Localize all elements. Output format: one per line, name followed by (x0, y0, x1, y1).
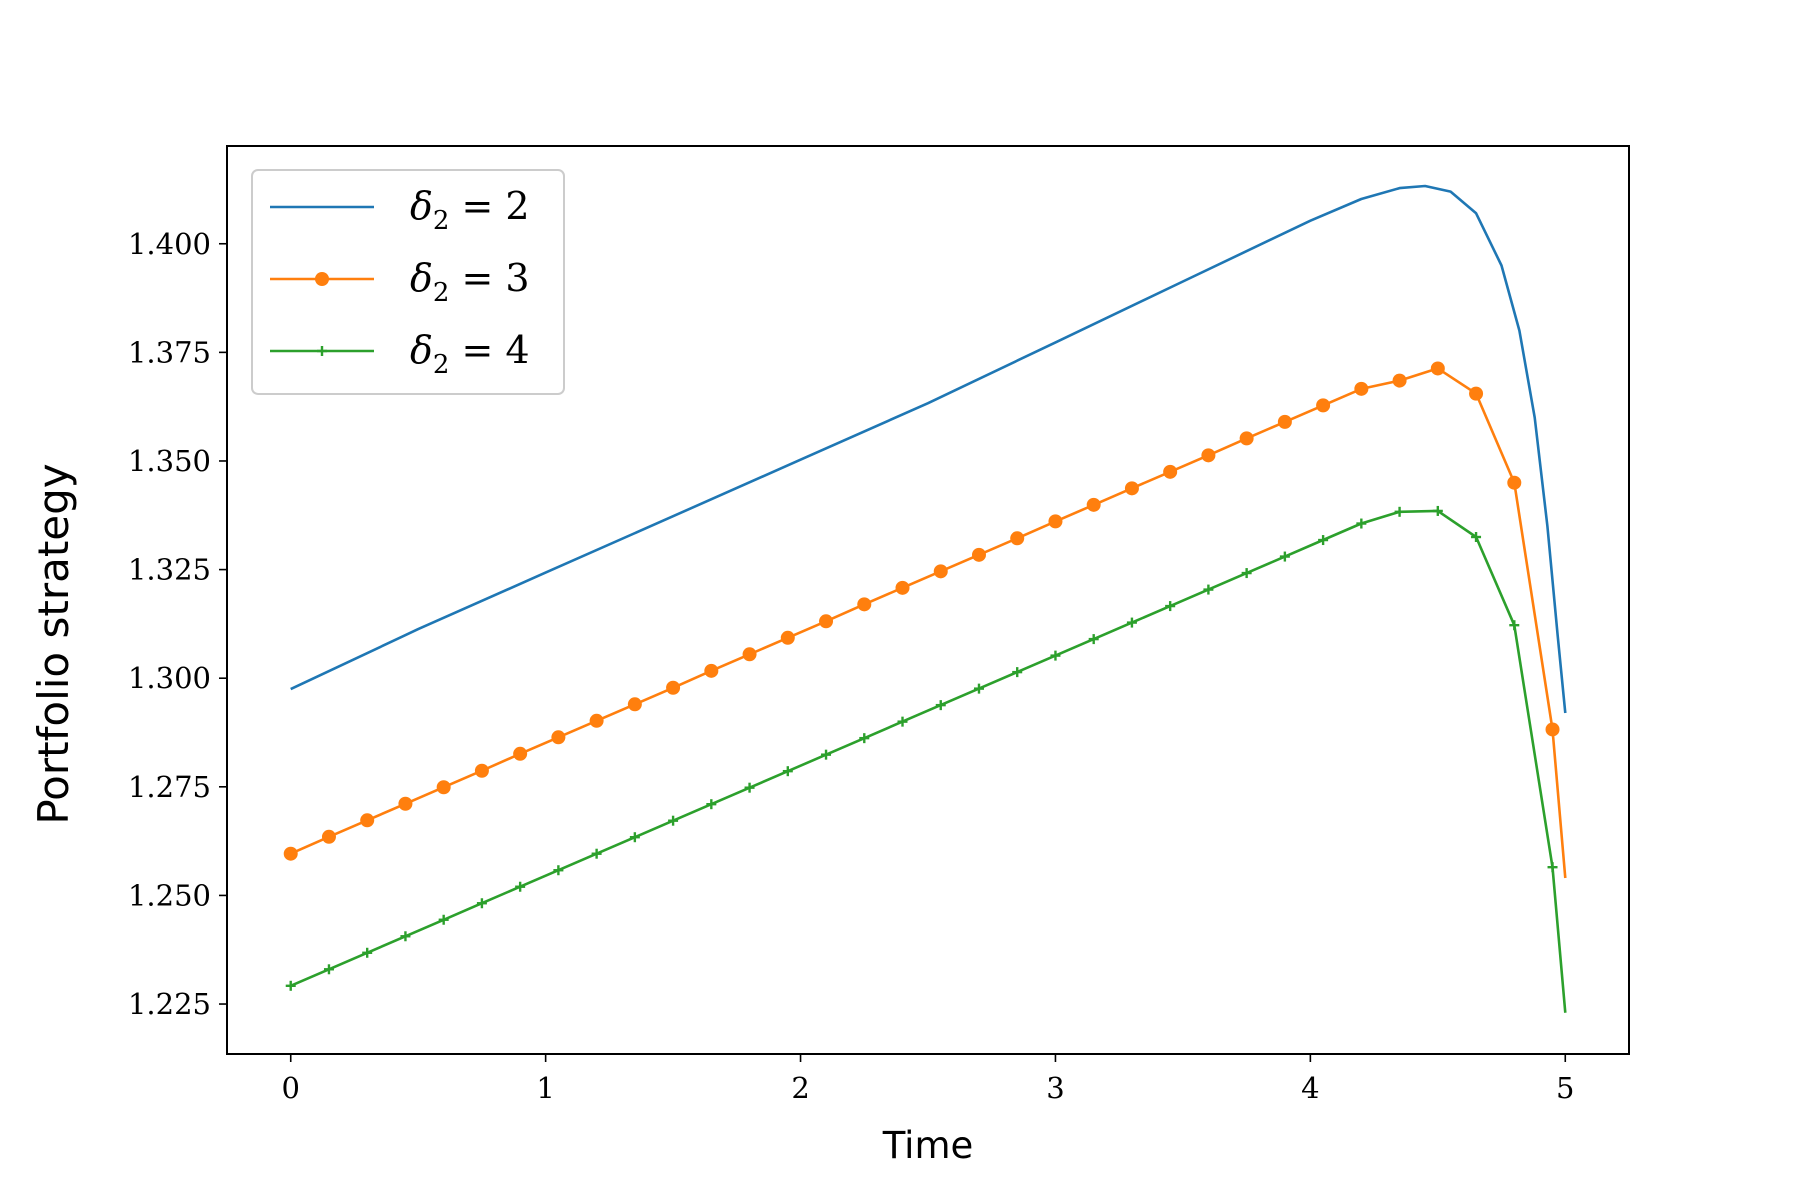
data-point (1012, 667, 1023, 678)
data-point (1545, 722, 1560, 737)
data-point (360, 813, 375, 828)
data-point (1318, 535, 1329, 546)
data-point (553, 865, 564, 876)
data-point (362, 947, 373, 958)
data-point (1469, 386, 1484, 401)
data-point (1086, 497, 1101, 512)
data-point (438, 914, 449, 925)
data-point (706, 799, 717, 810)
legend: δ2 = 2 δ2 = 3 δ2 = 4 (251, 169, 565, 395)
legend-label: δ2 = 2 (410, 184, 530, 236)
x-tick-label: 2 (791, 1071, 809, 1105)
data-point (398, 796, 413, 811)
data-point (782, 766, 793, 777)
data-point (1088, 634, 1099, 645)
data-point (1354, 381, 1369, 396)
y-tick-label: 1.225 (128, 987, 211, 1021)
data-point (1124, 481, 1139, 496)
legend-item: δ2 = 2 (270, 184, 530, 236)
data-point (474, 763, 489, 778)
y-tick-label: 1.275 (128, 770, 211, 804)
data-point (1165, 601, 1176, 612)
data-point (933, 564, 948, 579)
data-point (285, 980, 296, 991)
data-point (1277, 414, 1292, 429)
data-point (1239, 431, 1254, 446)
x-tick-label: 0 (282, 1071, 300, 1105)
x-axis-title: Time (882, 1124, 974, 1167)
data-point (821, 749, 832, 760)
data-point (629, 832, 640, 843)
legend-label: δ2 = 4 (410, 328, 530, 380)
data-point (283, 846, 298, 861)
y-tick-label: 1.375 (128, 335, 211, 369)
data-point (1394, 506, 1405, 517)
data-point (1050, 650, 1061, 661)
y-tick-label: 1.325 (128, 553, 211, 587)
data-point (704, 663, 719, 678)
data-point (895, 580, 910, 595)
data-point (1432, 505, 1443, 516)
data-point (1126, 617, 1137, 628)
data-point (1509, 620, 1520, 631)
data-point (1356, 518, 1367, 529)
data-point (973, 683, 984, 694)
x-tick-label: 4 (1301, 1071, 1319, 1105)
x-tick-label: 1 (536, 1071, 554, 1105)
y-tick-label: 1.250 (128, 878, 211, 912)
legend-label: δ2 = 3 (410, 256, 530, 308)
legend-item: δ2 = 4 (270, 328, 530, 380)
plot-markers (283, 361, 1560, 991)
data-point (1316, 398, 1331, 413)
data-point (744, 782, 755, 793)
plot-frame (226, 145, 1630, 1055)
data-point (1203, 584, 1214, 595)
data-point (666, 680, 681, 695)
legend-box (251, 169, 565, 395)
data-point (1048, 514, 1063, 529)
data-point (551, 730, 566, 745)
data-point (400, 931, 411, 942)
y-axis-title: Portfolio strategy (29, 463, 78, 824)
y-tick-label: 1.300 (128, 661, 211, 695)
y-axis: 1.225 1.250 1.275 1.300 1.325 1.350 1.375 1.400 (128, 227, 227, 1021)
x-axis: 0 1 2 3 4 5 (282, 1054, 1574, 1105)
data-point (591, 848, 602, 859)
data-point (1471, 532, 1482, 543)
legend-item: δ2 = 3 (270, 256, 530, 308)
data-point (589, 713, 604, 728)
data-point (742, 647, 757, 662)
data-point (1201, 448, 1216, 463)
series-line-1 (290, 184, 1567, 714)
data-point (1392, 373, 1407, 388)
legend-marker (315, 272, 329, 286)
data-point (513, 746, 528, 761)
data-point (668, 815, 679, 826)
data-point (1010, 531, 1025, 546)
data-point (515, 881, 526, 892)
data-point (897, 716, 908, 727)
data-point (1163, 464, 1178, 479)
data-point (780, 630, 795, 645)
data-point (1507, 475, 1522, 490)
data-point (476, 898, 487, 909)
data-point (1430, 361, 1445, 376)
y-tick-label: 1.400 (128, 227, 211, 261)
data-point (859, 733, 870, 744)
data-point (1241, 568, 1252, 579)
data-point (1547, 862, 1558, 873)
data-point (436, 780, 451, 795)
data-point (819, 614, 834, 629)
data-point (1279, 551, 1290, 562)
data-point (857, 597, 872, 612)
y-tick-label: 1.350 (128, 444, 211, 478)
x-tick-label: 3 (1046, 1071, 1064, 1105)
data-point (935, 700, 946, 711)
data-point (627, 697, 642, 712)
data-point (323, 964, 334, 975)
data-point (971, 547, 986, 562)
x-tick-label: 5 (1556, 1071, 1574, 1105)
data-point (321, 829, 336, 844)
